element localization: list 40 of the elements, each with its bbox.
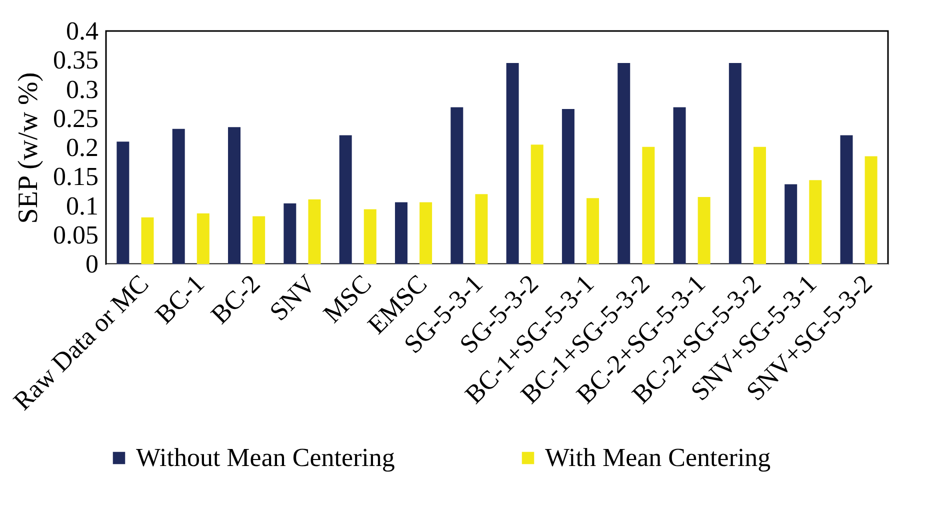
y-tick-label: 0.35 bbox=[53, 46, 98, 75]
bar bbox=[562, 109, 574, 264]
y-axis-title: SEP (w/w %) bbox=[13, 72, 44, 224]
legend-label: With Mean Centering bbox=[545, 443, 771, 472]
bar bbox=[642, 146, 655, 264]
bar bbox=[728, 63, 742, 264]
bar bbox=[586, 198, 600, 264]
bar bbox=[506, 63, 519, 264]
y-tick-label: 0.1 bbox=[66, 191, 98, 220]
legend-label: Without Mean Centering bbox=[136, 443, 395, 472]
bar bbox=[753, 146, 766, 264]
bar bbox=[172, 128, 185, 264]
bar bbox=[809, 180, 822, 264]
y-tick-label: 0 bbox=[86, 250, 98, 278]
bar bbox=[308, 199, 321, 264]
y-tick-label: 0.15 bbox=[53, 162, 98, 192]
y-tick-label: 0.05 bbox=[53, 220, 98, 250]
bar bbox=[252, 216, 266, 264]
bar bbox=[673, 107, 686, 264]
bar bbox=[284, 203, 296, 264]
bar bbox=[228, 127, 241, 264]
bar bbox=[141, 217, 154, 264]
bar bbox=[364, 209, 376, 264]
bar bbox=[784, 184, 798, 264]
bar bbox=[116, 142, 130, 264]
bar bbox=[475, 194, 488, 264]
bar bbox=[394, 202, 408, 264]
bar bbox=[196, 213, 210, 264]
bar bbox=[864, 156, 878, 264]
y-tick-label: 0.25 bbox=[53, 104, 98, 133]
bar bbox=[698, 197, 710, 264]
bar bbox=[339, 135, 352, 264]
bar bbox=[840, 135, 853, 264]
bar bbox=[618, 63, 630, 264]
y-tick-label: 0.4 bbox=[66, 16, 98, 46]
bar bbox=[530, 144, 544, 264]
y-tick-label: 0.3 bbox=[66, 74, 98, 104]
bar bbox=[450, 107, 464, 264]
bar bbox=[420, 202, 432, 264]
y-tick-label: 0.2 bbox=[66, 133, 98, 162]
